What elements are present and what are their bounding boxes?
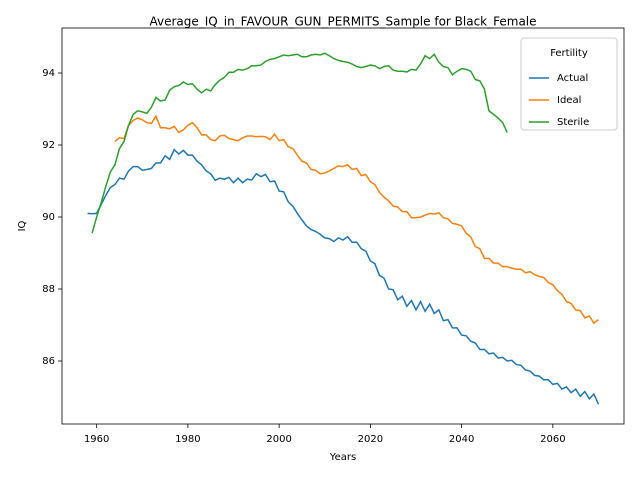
plot-frame <box>61 27 625 425</box>
x-tick-label: 2040 <box>449 434 474 445</box>
y-tick-label: 88 <box>42 284 55 295</box>
legend-label: Ideal <box>557 95 581 106</box>
chart-title: Average_IQ_in_FAVOUR_GUN_PERMITS_Sample … <box>149 15 536 29</box>
legend-box <box>520 37 618 131</box>
series-line <box>114 114 599 325</box>
x-tick-label: 2000 <box>266 434 291 445</box>
legend-label: Actual <box>557 73 588 84</box>
x-tick-label: 1960 <box>84 434 109 445</box>
x-axis-label: Years <box>329 452 356 463</box>
legend-label: Sterile <box>557 117 589 128</box>
y-axis-label: IQ <box>17 220 28 231</box>
x-tick-label: 2060 <box>540 434 565 445</box>
series-line <box>87 148 600 405</box>
y-tick-label: 94 <box>42 68 55 79</box>
x-tick-label: 1980 <box>175 434 200 445</box>
y-tick-label: 92 <box>42 140 55 151</box>
y-tick-label: 90 <box>42 212 55 223</box>
x-tick-label: 2020 <box>358 434 383 445</box>
legend-title: Fertility <box>550 48 588 59</box>
y-tick-label: 86 <box>42 356 55 367</box>
series-line <box>91 52 508 234</box>
